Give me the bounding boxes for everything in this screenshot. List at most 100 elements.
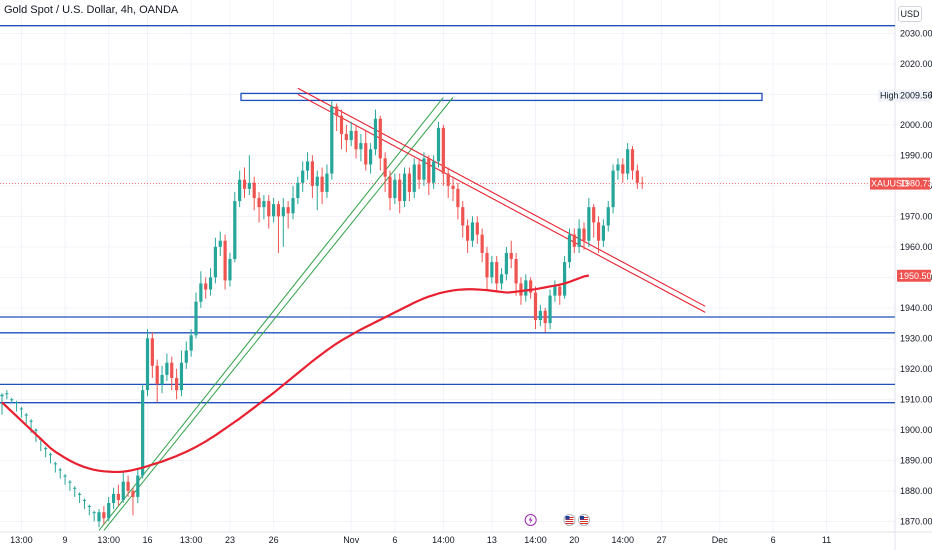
- candle-body: [160, 374, 164, 385]
- candle-body: [145, 338, 150, 391]
- candle-body: [567, 234, 572, 263]
- flag-stripe: [565, 521, 574, 522]
- channel-trendline: [103, 97, 454, 531]
- price-tick-label: 1910.000: [900, 394, 932, 404]
- candle-body: [175, 377, 179, 391]
- ma-value-tag: 1950.502: [897, 269, 932, 282]
- candle-body: [611, 170, 615, 208]
- candle-body: [538, 310, 542, 321]
- candle-body: [10, 399, 14, 401]
- candle-body: [563, 262, 567, 296]
- lightning-event-icon[interactable]: [524, 514, 537, 526]
- candle-body: [213, 246, 217, 278]
- flag-canton: [580, 516, 584, 520]
- candle-body: [495, 262, 499, 284]
- candle-body: [587, 207, 591, 241]
- time-tick-label: Dec: [712, 535, 729, 545]
- candle-body: [121, 481, 125, 500]
- time-tick-label: 13:00: [10, 535, 33, 545]
- currency-button[interactable]: USD: [898, 6, 922, 22]
- candle-body: [383, 158, 387, 177]
- candle-body: [456, 188, 460, 208]
- candle-body: [262, 201, 266, 208]
- candle-body: [53, 463, 57, 465]
- candle-body: [344, 133, 348, 141]
- price-tick-label: 1880.000: [900, 486, 932, 496]
- high-tag-value: 2009.565: [900, 91, 932, 101]
- candle-body: [373, 118, 378, 150]
- candle-body: [63, 475, 67, 477]
- candle-body: [461, 207, 465, 226]
- candle-body: [422, 158, 426, 180]
- price-tick-label: 1920.000: [900, 364, 932, 374]
- high-tag-label: High: [880, 91, 899, 101]
- last-price-tag-bg: [870, 177, 930, 190]
- price-tick-label: 1970.000: [900, 211, 932, 221]
- candle-body: [102, 512, 106, 519]
- candle-body: [606, 207, 610, 226]
- price-tick-label: 1930.000: [900, 333, 932, 343]
- candle-body: [533, 292, 538, 321]
- candle-body: [5, 393, 9, 395]
- candle-body: [436, 127, 441, 162]
- candle-body: [68, 481, 72, 483]
- price-tick-label: 2000.000: [900, 120, 932, 130]
- candle-body: [116, 493, 120, 500]
- candle-body: [150, 338, 154, 366]
- candle-body: [310, 161, 314, 186]
- candle-body: [485, 252, 489, 278]
- candle-body: [490, 262, 494, 278]
- resistance-zone: [240, 92, 763, 102]
- candle-body: [451, 185, 455, 189]
- candle-body: [44, 448, 48, 450]
- candle-body: [378, 118, 382, 159]
- ma-value-tag-text: 1950.502: [899, 271, 932, 281]
- candle-body: [432, 161, 436, 183]
- candle-body: [87, 506, 91, 508]
- candle-body: [165, 362, 169, 375]
- descending-trendline: [297, 93, 706, 313]
- us-flag-event-icon[interactable]: [563, 514, 576, 526]
- candle-body: [238, 179, 242, 202]
- candle-body: [29, 420, 33, 422]
- flag-stripe: [565, 523, 574, 524]
- candle-body: [199, 283, 203, 302]
- candle-body: [466, 225, 470, 241]
- candle-body: [286, 207, 290, 214]
- symbol-title: Gold Spot / U.S. Dollar, 4h, OANDA: [4, 4, 179, 16]
- candle-body: [223, 240, 227, 281]
- candle-body: [548, 295, 552, 324]
- candle-body: [514, 259, 518, 284]
- candle-body: [320, 176, 324, 192]
- time-tick-label: 27: [657, 535, 667, 545]
- time-tick-label: 20: [569, 535, 579, 545]
- time-tick-label: 23: [225, 535, 235, 545]
- price-tick-label: 1990.000: [900, 150, 932, 160]
- time-tick-label: 16: [142, 535, 152, 545]
- candle-body: [626, 149, 630, 174]
- price-tick-label: 1900.000: [900, 425, 932, 435]
- candle-body: [441, 127, 445, 174]
- candle-body: [339, 115, 344, 134]
- candle-body: [582, 228, 586, 241]
- price-tick-label: 1960.000: [900, 242, 932, 252]
- candle-body: [315, 176, 319, 186]
- candle-body: [509, 252, 513, 260]
- candle-body: [553, 286, 557, 296]
- time-scale: 13:00 9 13:00 16 13:00 23 26 Nov 6 14:00 13 14:00 20…: [10, 535, 831, 545]
- candle-body: [621, 164, 625, 174]
- time-tick-label: 6: [392, 535, 397, 545]
- candle-body: [504, 252, 508, 275]
- candle-body: [194, 301, 198, 336]
- grid-group: [0, 0, 895, 532]
- candle-body: [349, 130, 353, 141]
- ma-value-tag-bg: [897, 269, 931, 282]
- last-price-symbol: XAUUSD: [871, 179, 909, 189]
- candle-body: [325, 173, 329, 192]
- candle-body: [247, 182, 251, 189]
- us-flag-event-icon[interactable]: [578, 514, 590, 526]
